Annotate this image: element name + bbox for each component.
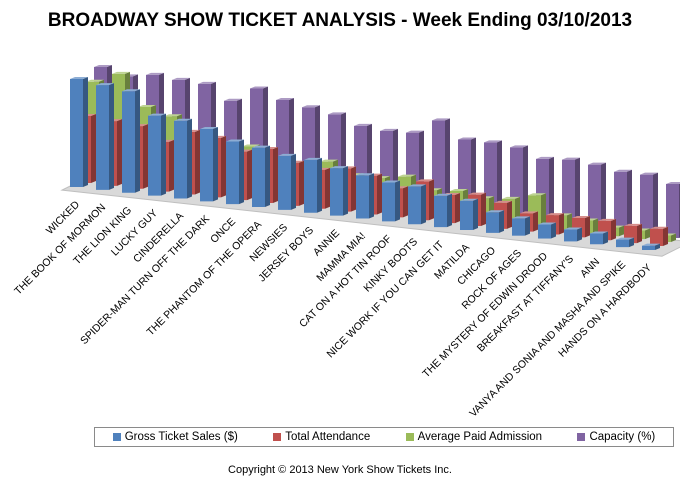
legend-label-attendance: Total Attendance	[285, 431, 371, 443]
bar-capacity-19	[588, 162, 606, 230]
bar-attendance-22	[650, 226, 668, 246]
bar-capacity-20	[614, 169, 632, 233]
copyright-footer: Copyright © 2013 New York Show Tickets I…	[228, 464, 452, 476]
bar-gross-8	[278, 153, 296, 210]
bar-gross-22	[642, 243, 660, 250]
legend-swatch-capacity	[577, 433, 586, 441]
bar-gross-12	[382, 180, 400, 222]
bar-gross-17	[512, 216, 530, 236]
legend-swatch-avg-paid	[405, 433, 414, 441]
legend-entry-capacity: Capacity (%)	[577, 431, 655, 443]
bar-gross-1	[96, 83, 114, 190]
bar-gross-15	[460, 198, 478, 230]
legend-entry-gross: Gross Ticket Sales ($)	[112, 431, 238, 443]
legend-swatch-gross	[112, 433, 121, 441]
bar-gross-14	[434, 193, 452, 228]
bar-gross-5	[200, 126, 218, 202]
legend-label-capacity: Capacity (%)	[589, 431, 656, 443]
bar-capacity-22	[666, 182, 680, 238]
legend-label-avg-paid: Average Paid Admission	[417, 431, 543, 443]
legend-entry-avg-paid: Average Paid Admission	[405, 431, 543, 443]
bar-gross-7	[252, 145, 270, 208]
bar-gross-18	[538, 222, 556, 239]
category-label-20: ANN	[578, 256, 602, 280]
bar-gross-13	[408, 184, 426, 225]
legend-label-gross: Gross Ticket Sales ($)	[124, 431, 238, 443]
legend-swatch-attendance	[273, 433, 282, 441]
bar-capacity-21	[640, 172, 658, 236]
bar-capacity-18	[562, 157, 580, 227]
bar-gross-20	[590, 231, 608, 245]
legend-entry-attendance: Total Attendance	[273, 431, 370, 443]
bar-gross-9	[304, 157, 322, 213]
bar-gross-19	[564, 227, 582, 242]
bar-gross-10	[330, 166, 348, 216]
bar-gross-11	[356, 173, 374, 219]
bar-gross-16	[486, 210, 504, 233]
bar-gross-2	[122, 89, 140, 193]
bar-gross-4	[174, 118, 192, 199]
bar-gross-0	[70, 77, 88, 187]
chart-legend: Gross Ticket Sales ($) Total Attendance …	[94, 427, 674, 447]
bar-gross-6	[226, 139, 244, 205]
chart-title: BROADWAY SHOW TICKET ANALYSIS - Week End…	[47, 10, 633, 31]
bar-gross-3	[148, 113, 166, 196]
bar-gross-21	[616, 237, 634, 248]
